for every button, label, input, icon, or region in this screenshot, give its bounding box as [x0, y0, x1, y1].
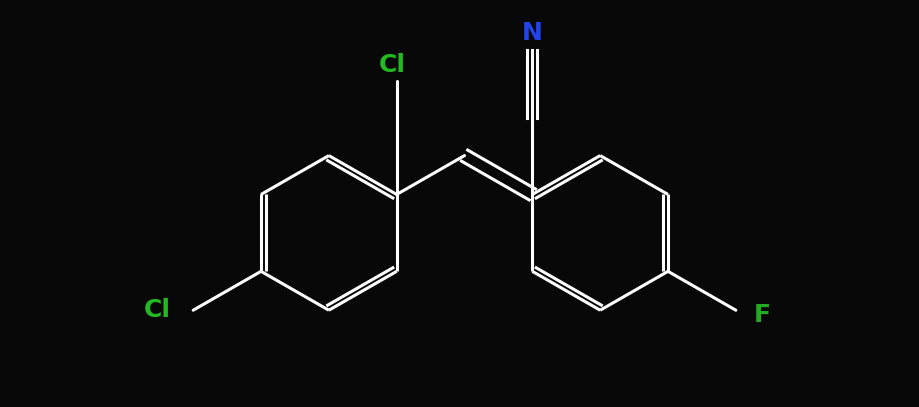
Text: N: N	[521, 21, 542, 45]
Text: Cl: Cl	[379, 53, 405, 77]
Text: Cl: Cl	[143, 298, 170, 322]
Text: F: F	[754, 303, 770, 327]
